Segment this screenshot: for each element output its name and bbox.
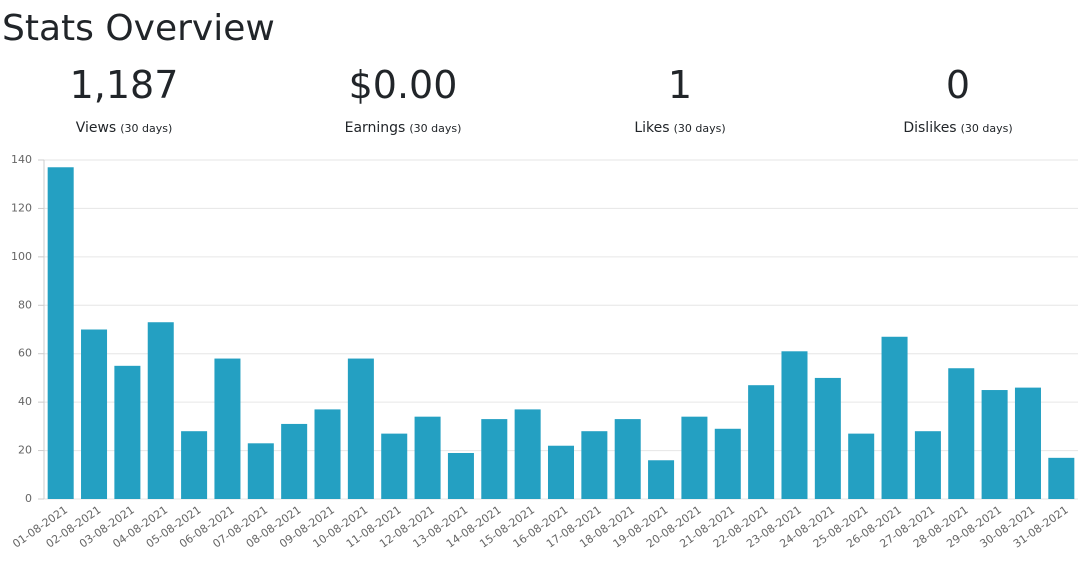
stat-value: 1 [668,63,692,107]
stat-value: 0 [946,63,970,107]
bar [1048,457,1075,499]
bar [281,423,308,499]
stat-period: (30 days) [120,122,172,135]
bar [247,443,274,499]
bar [481,419,508,499]
bar [1014,387,1041,499]
y-tick-label: 140 [11,153,32,166]
stat-label: Earnings (30 days) [345,120,462,136]
bar [147,322,174,499]
bar [881,336,908,499]
stat-period: (30 days) [409,122,461,135]
bar [614,419,641,499]
stat-name: Views [76,120,117,136]
stat-value: $0.00 [349,63,458,107]
stat-name: Likes [634,120,669,136]
stat-label: Dislikes (30 days) [903,120,1012,136]
bar [181,431,208,499]
stat-period: (30 days) [961,122,1013,135]
stat-value: 1,187 [70,63,179,107]
bar [714,428,741,499]
stat-label: Views (30 days) [76,120,173,136]
bar [414,416,441,499]
y-tick-label: 20 [18,444,32,457]
bar [347,358,374,499]
y-tick-label: 80 [18,298,32,311]
stat-name: Dislikes [903,120,956,136]
bar [314,409,341,499]
bar [981,390,1008,499]
bar [514,409,541,499]
stat-period: (30 days) [674,122,726,135]
bar [948,368,975,499]
stat-label: Likes (30 days) [634,120,725,136]
y-tick-label: 40 [18,395,32,408]
bar [447,452,474,499]
y-tick-label: 120 [11,201,32,214]
bar [47,167,74,499]
bar [814,377,841,499]
y-tick-label: 100 [11,250,32,263]
bar [114,365,141,499]
stat-name: Earnings [345,120,406,136]
page-title: Stats Overview [2,8,275,49]
bar [681,416,708,499]
bar [848,433,875,499]
bar [214,358,241,499]
y-tick-label: 0 [25,492,32,505]
bar [748,385,775,499]
bar [581,431,608,499]
bar [81,329,108,499]
bar [781,351,808,499]
y-tick-label: 60 [18,347,32,360]
bar [381,433,408,499]
bar [547,445,575,499]
bar [648,460,675,499]
bar [914,431,941,499]
